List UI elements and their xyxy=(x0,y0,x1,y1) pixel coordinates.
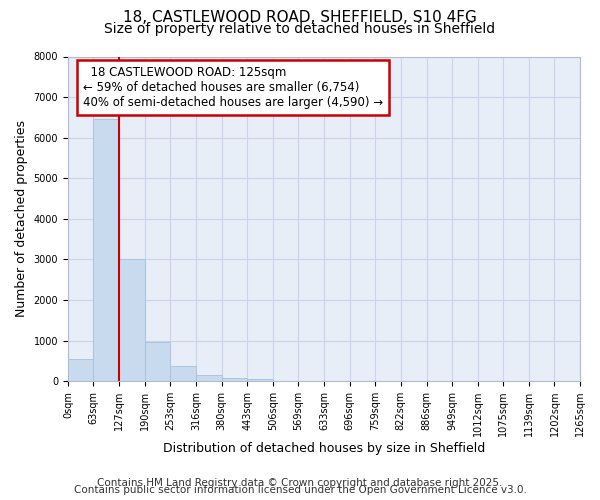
Bar xyxy=(222,378,247,381)
X-axis label: Distribution of detached houses by size in Sheffield: Distribution of detached houses by size … xyxy=(163,442,485,455)
Text: 18 CASTLEWOOD ROAD: 125sqm  
← 59% of detached houses are smaller (6,754)
40% of: 18 CASTLEWOOD ROAD: 125sqm ← 59% of deta… xyxy=(83,66,383,109)
Bar xyxy=(94,120,119,381)
Bar xyxy=(68,359,94,381)
Bar xyxy=(119,260,145,381)
Bar xyxy=(170,366,196,381)
Bar xyxy=(196,375,222,381)
Text: Contains public sector information licensed under the Open Government Licence v3: Contains public sector information licen… xyxy=(74,485,526,495)
Y-axis label: Number of detached properties: Number of detached properties xyxy=(15,120,28,318)
Text: 18, CASTLEWOOD ROAD, SHEFFIELD, S10 4FG: 18, CASTLEWOOD ROAD, SHEFFIELD, S10 4FG xyxy=(123,10,477,25)
Text: Size of property relative to detached houses in Sheffield: Size of property relative to detached ho… xyxy=(104,22,496,36)
Text: Contains HM Land Registry data © Crown copyright and database right 2025.: Contains HM Land Registry data © Crown c… xyxy=(97,478,503,488)
Bar xyxy=(247,379,273,381)
Bar xyxy=(145,342,170,381)
